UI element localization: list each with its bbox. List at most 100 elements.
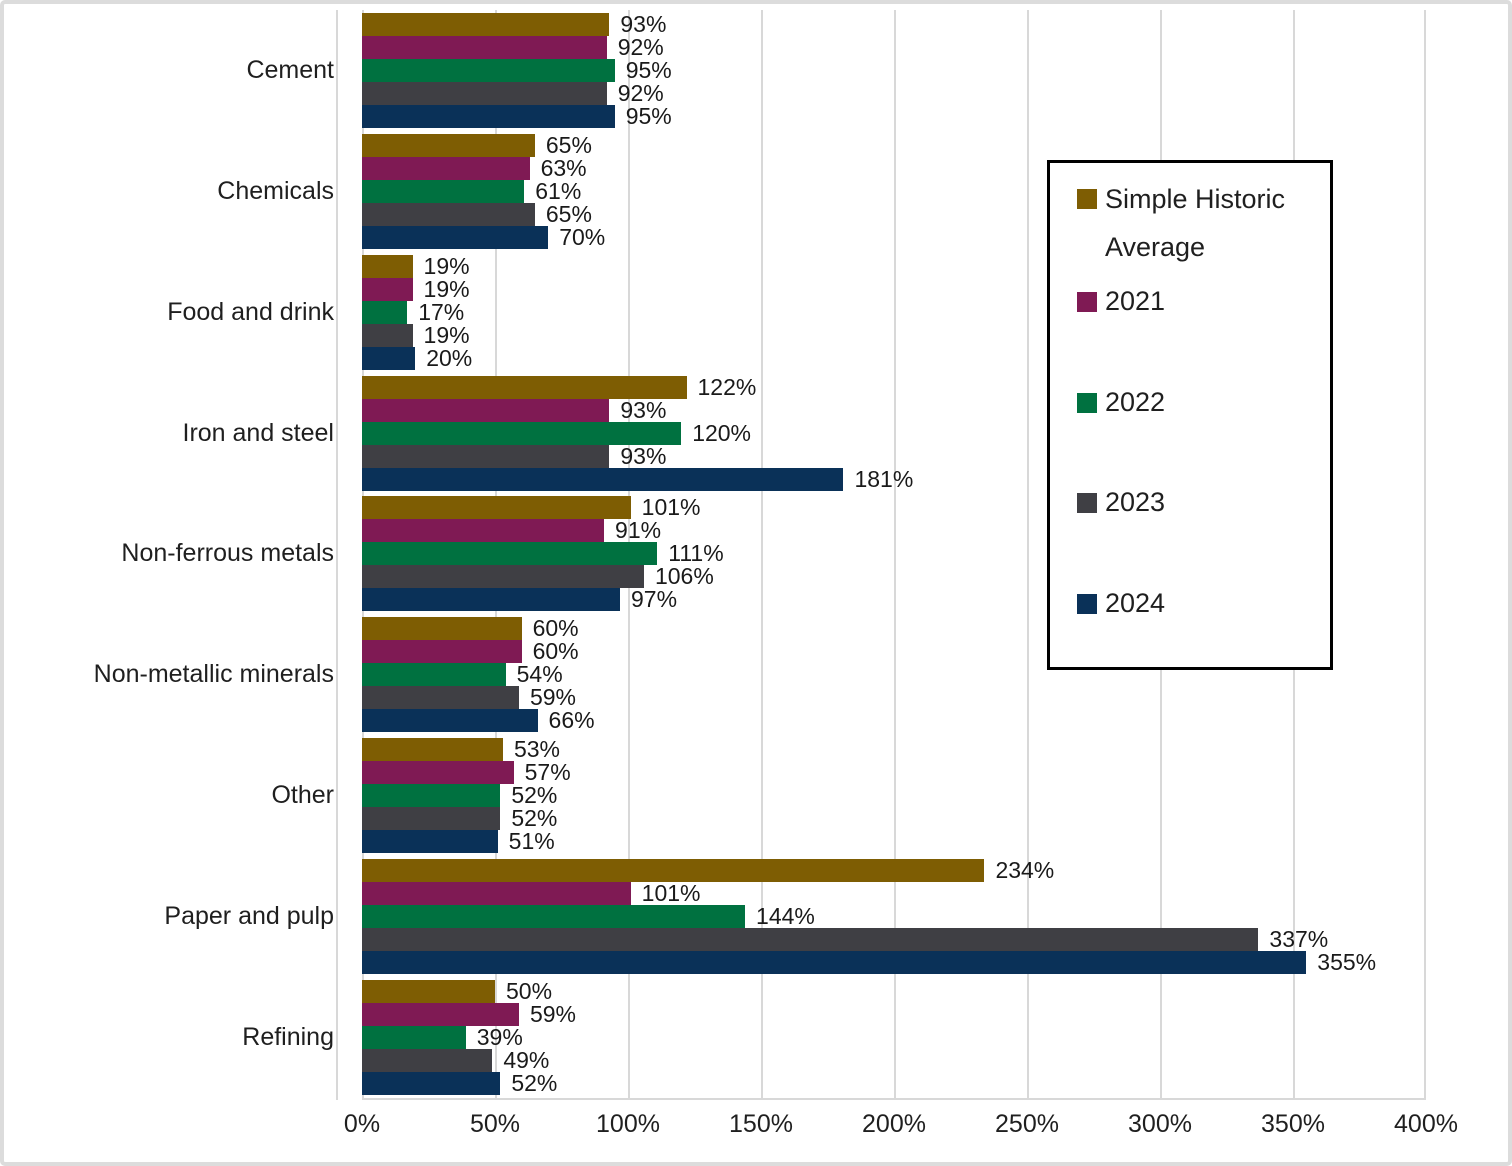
- bar-non-metallic-minerals-2022: [362, 663, 506, 687]
- bar-paper-and-pulp-2021: [362, 882, 631, 906]
- bar-group-food-and-drink: 19% 19% 17% 19% 20%: [362, 252, 1426, 373]
- value-label-non-metallic-minerals-2023: 59%: [529, 684, 576, 711]
- x-tick-400: 400%: [1394, 1110, 1458, 1138]
- x-tick-300: 300%: [1128, 1110, 1192, 1138]
- bar-non-metallic-minerals-2023: [362, 686, 519, 710]
- value-label-non-ferrous-metals-2021: 91%: [615, 517, 662, 544]
- value-label-non-ferrous-metals-2022: 111%: [668, 540, 724, 567]
- value-label-food-and-drink-2024: 20%: [426, 344, 473, 371]
- value-label-cement-simple-historic-average: 93%: [620, 10, 667, 37]
- value-label-other-2022: 52%: [511, 782, 558, 809]
- x-tick-350: 350%: [1261, 1110, 1325, 1138]
- gridline-150: [761, 10, 763, 1100]
- x-tick-150: 150%: [729, 1110, 793, 1138]
- bar-chemicals-simple-historic-average: [362, 133, 535, 157]
- bar-food-and-drink-2023: [362, 323, 413, 347]
- bar-refining-simple-historic-average: [362, 980, 495, 1004]
- bar-non-ferrous-metals-2021: [362, 519, 605, 543]
- value-label-refining-2024: 52%: [511, 1070, 558, 1097]
- x-tick-200: 200%: [862, 1110, 926, 1138]
- gridline-200: [894, 10, 896, 1100]
- legend-label-simple-historic-average: Simple Historic Average: [1105, 184, 1286, 262]
- legend: Simple Historic Average 2021 2022 2023 2024: [1047, 160, 1333, 670]
- bar-refining-2024: [362, 1072, 501, 1096]
- category-label-non-metallic-minerals: Non-metallic minerals: [93, 660, 334, 689]
- bar-group-cement: 93% 92% 95% 92% 95%: [362, 10, 1426, 131]
- bar-other-2023: [362, 807, 501, 831]
- bar-refining-2022: [362, 1026, 466, 1050]
- legend-item-2024: 2024: [1077, 588, 1165, 619]
- bar-cement-simple-historic-average: [362, 12, 610, 36]
- bar-cement-2021: [362, 35, 607, 59]
- value-label-iron-and-steel-2021: 93%: [620, 396, 667, 423]
- value-label-paper-and-pulp-2023: 337%: [1269, 926, 1329, 953]
- bar-iron-and-steel-simple-historic-average: [362, 375, 687, 399]
- bar-iron-and-steel-2022: [362, 421, 682, 445]
- bar-group-chemicals: 65% 63% 61% 65% 70%: [362, 131, 1426, 252]
- bar-paper-and-pulp-2024: [362, 951, 1307, 975]
- value-label-paper-and-pulp-2021: 101%: [641, 880, 701, 907]
- x-tick-0: 0%: [343, 1110, 381, 1138]
- value-label-refining-2021: 59%: [529, 1001, 576, 1028]
- bar-other-2022: [362, 784, 501, 808]
- value-label-chemicals-2021: 63%: [540, 154, 587, 181]
- bar-refining-2023: [362, 1049, 493, 1073]
- bar-food-and-drink-2022: [362, 300, 408, 324]
- legend-label-2022: 2022: [1105, 387, 1166, 417]
- x-tick-50: 50%: [469, 1110, 521, 1138]
- bar-cement-2023: [362, 81, 607, 105]
- value-label-non-metallic-minerals-2022: 54%: [516, 661, 563, 688]
- category-label-non-ferrous-metals: Non-ferrous metals: [121, 539, 334, 568]
- legend-swatch-2023: [1077, 492, 1097, 513]
- value-label-paper-and-pulp-simple-historic-average: 234%: [995, 857, 1055, 884]
- bar-food-and-drink-2024: [362, 346, 416, 370]
- plot-area: 93% 92% 95% 92% 95% 65% 63% 61% 65% 70% 19% 19% 17% 1…: [336, 10, 1426, 1100]
- bar-cement-2024: [362, 104, 615, 128]
- value-label-non-ferrous-metals-2023: 106%: [654, 563, 714, 590]
- bar-group-other: 53% 57% 52% 52% 51%: [362, 735, 1426, 856]
- value-label-chemicals-2023: 65%: [545, 200, 592, 227]
- legend-item-2023: 2023: [1077, 487, 1165, 518]
- bar-group-paper-and-pulp: 234% 101% 144% 337% 355%: [362, 856, 1426, 977]
- category-label-refining: Refining: [242, 1023, 334, 1052]
- legend-swatch-2021: [1077, 291, 1097, 312]
- value-label-non-metallic-minerals-2024: 66%: [548, 707, 595, 734]
- bar-group-non-ferrous-metals: 101% 91% 111% 106% 97%: [362, 494, 1426, 615]
- value-label-non-metallic-minerals-simple-historic-average: 60%: [532, 615, 579, 642]
- legend-label-2021: 2021: [1105, 286, 1166, 316]
- value-label-paper-and-pulp-2024: 355%: [1317, 949, 1377, 976]
- value-label-cement-2021: 92%: [617, 33, 664, 60]
- bar-non-ferrous-metals-2023: [362, 565, 644, 589]
- category-label-iron-and-steel: Iron and steel: [182, 418, 335, 447]
- value-label-refining-2022: 39%: [476, 1024, 523, 1051]
- bar-group-refining: 50% 59% 39% 49% 52%: [362, 977, 1426, 1098]
- value-label-food-and-drink-2022: 17%: [418, 298, 465, 325]
- value-label-iron-and-steel-2023: 93%: [620, 442, 667, 469]
- category-label-paper-and-pulp: Paper and pulp: [164, 902, 334, 931]
- value-label-cement-2023: 92%: [617, 79, 664, 106]
- bar-other-2021: [362, 761, 514, 785]
- bar-non-ferrous-metals-simple-historic-average: [362, 496, 631, 520]
- bar-food-and-drink-2021: [362, 277, 413, 301]
- value-label-non-metallic-minerals-2021: 60%: [532, 638, 579, 665]
- value-label-other-simple-historic-average: 53%: [513, 736, 561, 763]
- value-label-chemicals-2024: 70%: [559, 223, 606, 250]
- category-label-cement: Cement: [246, 55, 334, 84]
- value-label-food-and-drink-2021: 19%: [423, 275, 470, 302]
- category-label-chemicals: Chemicals: [217, 176, 334, 205]
- bar-non-ferrous-metals-2024: [362, 588, 621, 612]
- bar-iron-and-steel-2021: [362, 398, 610, 422]
- bar-non-metallic-minerals-2021: [362, 640, 522, 664]
- bar-other-simple-historic-average: [362, 738, 503, 762]
- bar-non-metallic-minerals-simple-historic-average: [362, 617, 522, 641]
- bar-chemicals-2022: [362, 179, 525, 203]
- bar-iron-and-steel-2023: [362, 444, 610, 468]
- legend-item-simple-historic-average: Simple Historic Average: [1077, 175, 1317, 271]
- value-label-cement-2024: 95%: [625, 102, 672, 129]
- value-label-iron-and-steel-2022: 120%: [692, 419, 752, 446]
- bar-other-2024: [362, 830, 498, 854]
- value-label-iron-and-steel-2024: 181%: [854, 465, 914, 492]
- plot-left-edge-line: [336, 10, 338, 1100]
- bar-paper-and-pulp-simple-historic-average: [362, 859, 985, 883]
- legend-swatch-2024: [1077, 593, 1097, 614]
